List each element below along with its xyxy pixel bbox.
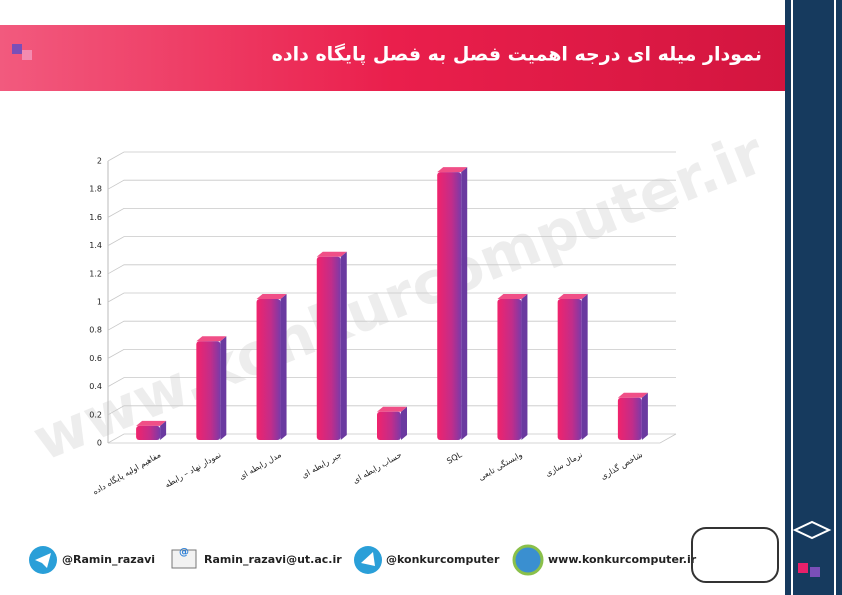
side-bar: [785, 0, 842, 595]
bar-side: [220, 336, 227, 440]
bar-top: [557, 294, 588, 299]
y-tick-label: 1.2: [89, 269, 102, 278]
x-tick-label: شاخص گذاری: [599, 449, 645, 481]
email-address: Ramin_razavi@ut.ac.ir: [204, 553, 342, 566]
bar-top: [497, 294, 528, 299]
grid-line: [107, 320, 676, 331]
grid-line: [107, 151, 676, 162]
header-icon: [22, 50, 32, 60]
logo: [691, 527, 779, 583]
corner-icon: [810, 567, 820, 577]
bar-top: [377, 406, 407, 412]
bar-side: [461, 167, 468, 440]
bar-side: [641, 392, 648, 440]
bar: [316, 256, 341, 440]
bar: [377, 411, 401, 440]
bar: [617, 397, 642, 440]
bar-top: [316, 251, 347, 257]
plot-area: 0 0.2 0.4 0.6 0.8 1 1.2 1.4 1.6 1.8 2 مفاهیم اولیه …: [89, 151, 677, 496]
grid-line: [107, 179, 676, 190]
y-tick-label: 2: [97, 157, 102, 166]
bar-side: [160, 420, 167, 440]
bar-top: [256, 294, 287, 299]
footer: @Ramin_razavi @ Ramin_razavi@ut.ac.ir @k…: [29, 544, 697, 576]
floor-edge: [108, 433, 677, 444]
email-icon: [171, 549, 197, 569]
bar: [437, 172, 462, 440]
grid-line: [107, 236, 676, 246]
bar-side: [521, 294, 528, 440]
y-tick-label: 1: [97, 298, 102, 307]
bar-top: [136, 420, 167, 426]
y-tick-label: 0.6: [89, 354, 102, 363]
x-tick-label: مدل رابطه ای: [238, 450, 283, 481]
x-tick-label: نمودار نهاد – رابطه: [163, 450, 222, 489]
bar-side: [340, 251, 347, 440]
grid-line: [107, 264, 676, 275]
bar: [557, 299, 582, 440]
bar-top: [437, 167, 468, 173]
header-icon: [12, 44, 22, 54]
x-tick-label: مفاهیم اولیه پایگاه داده: [91, 449, 163, 496]
email-glyph: @: [179, 547, 189, 558]
channel-handle: @konkurcomputer: [386, 553, 500, 566]
grid-line: [107, 405, 676, 416]
bar-side: [401, 406, 407, 440]
x-tick-label: نرمال سازی: [544, 450, 584, 478]
bar: [497, 299, 522, 440]
bar: [196, 341, 221, 440]
y-tick-label: 0.4: [89, 382, 102, 391]
bar-top: [196, 336, 227, 342]
x-tick-label: حساب رابطه ای: [351, 450, 403, 485]
x-tick-label: SQL: [445, 450, 464, 466]
bar: [256, 299, 281, 440]
grid-line: [107, 433, 676, 444]
website: www.konkurcomputer.ir: [548, 553, 697, 566]
y-tick-label: 1.4: [89, 241, 102, 250]
bar-side: [581, 294, 588, 440]
y-tick-label: 0.8: [89, 326, 102, 335]
x-tick-label: وابستگی تابعی: [476, 449, 523, 482]
y-tick-label: 1.8: [89, 185, 102, 194]
grid-line: [107, 207, 676, 218]
bar: [136, 425, 161, 440]
y-tick-label: 1.6: [89, 213, 102, 222]
cap-icon: [792, 520, 832, 540]
x-tick-label: جبر رابطه ای: [300, 450, 343, 480]
grid-line: [107, 348, 676, 359]
y-tick-label: 0.2: [89, 410, 102, 419]
bar-top: [617, 392, 648, 398]
channel-glyph: [361, 552, 375, 566]
telegram-glyph: [35, 553, 51, 568]
header-band: [0, 25, 785, 91]
grid-line: [107, 377, 676, 387]
grid-line: [107, 292, 676, 303]
corner-icon: [798, 563, 808, 573]
y-tick-label: 0: [97, 439, 102, 448]
bar-side: [280, 294, 287, 440]
web-icon: [512, 544, 544, 576]
telegram-handle: @Ramin_razavi: [62, 553, 155, 566]
chart-title: نمودار میله ای درجه اهمیت فصل به فصل پای…: [272, 43, 762, 66]
